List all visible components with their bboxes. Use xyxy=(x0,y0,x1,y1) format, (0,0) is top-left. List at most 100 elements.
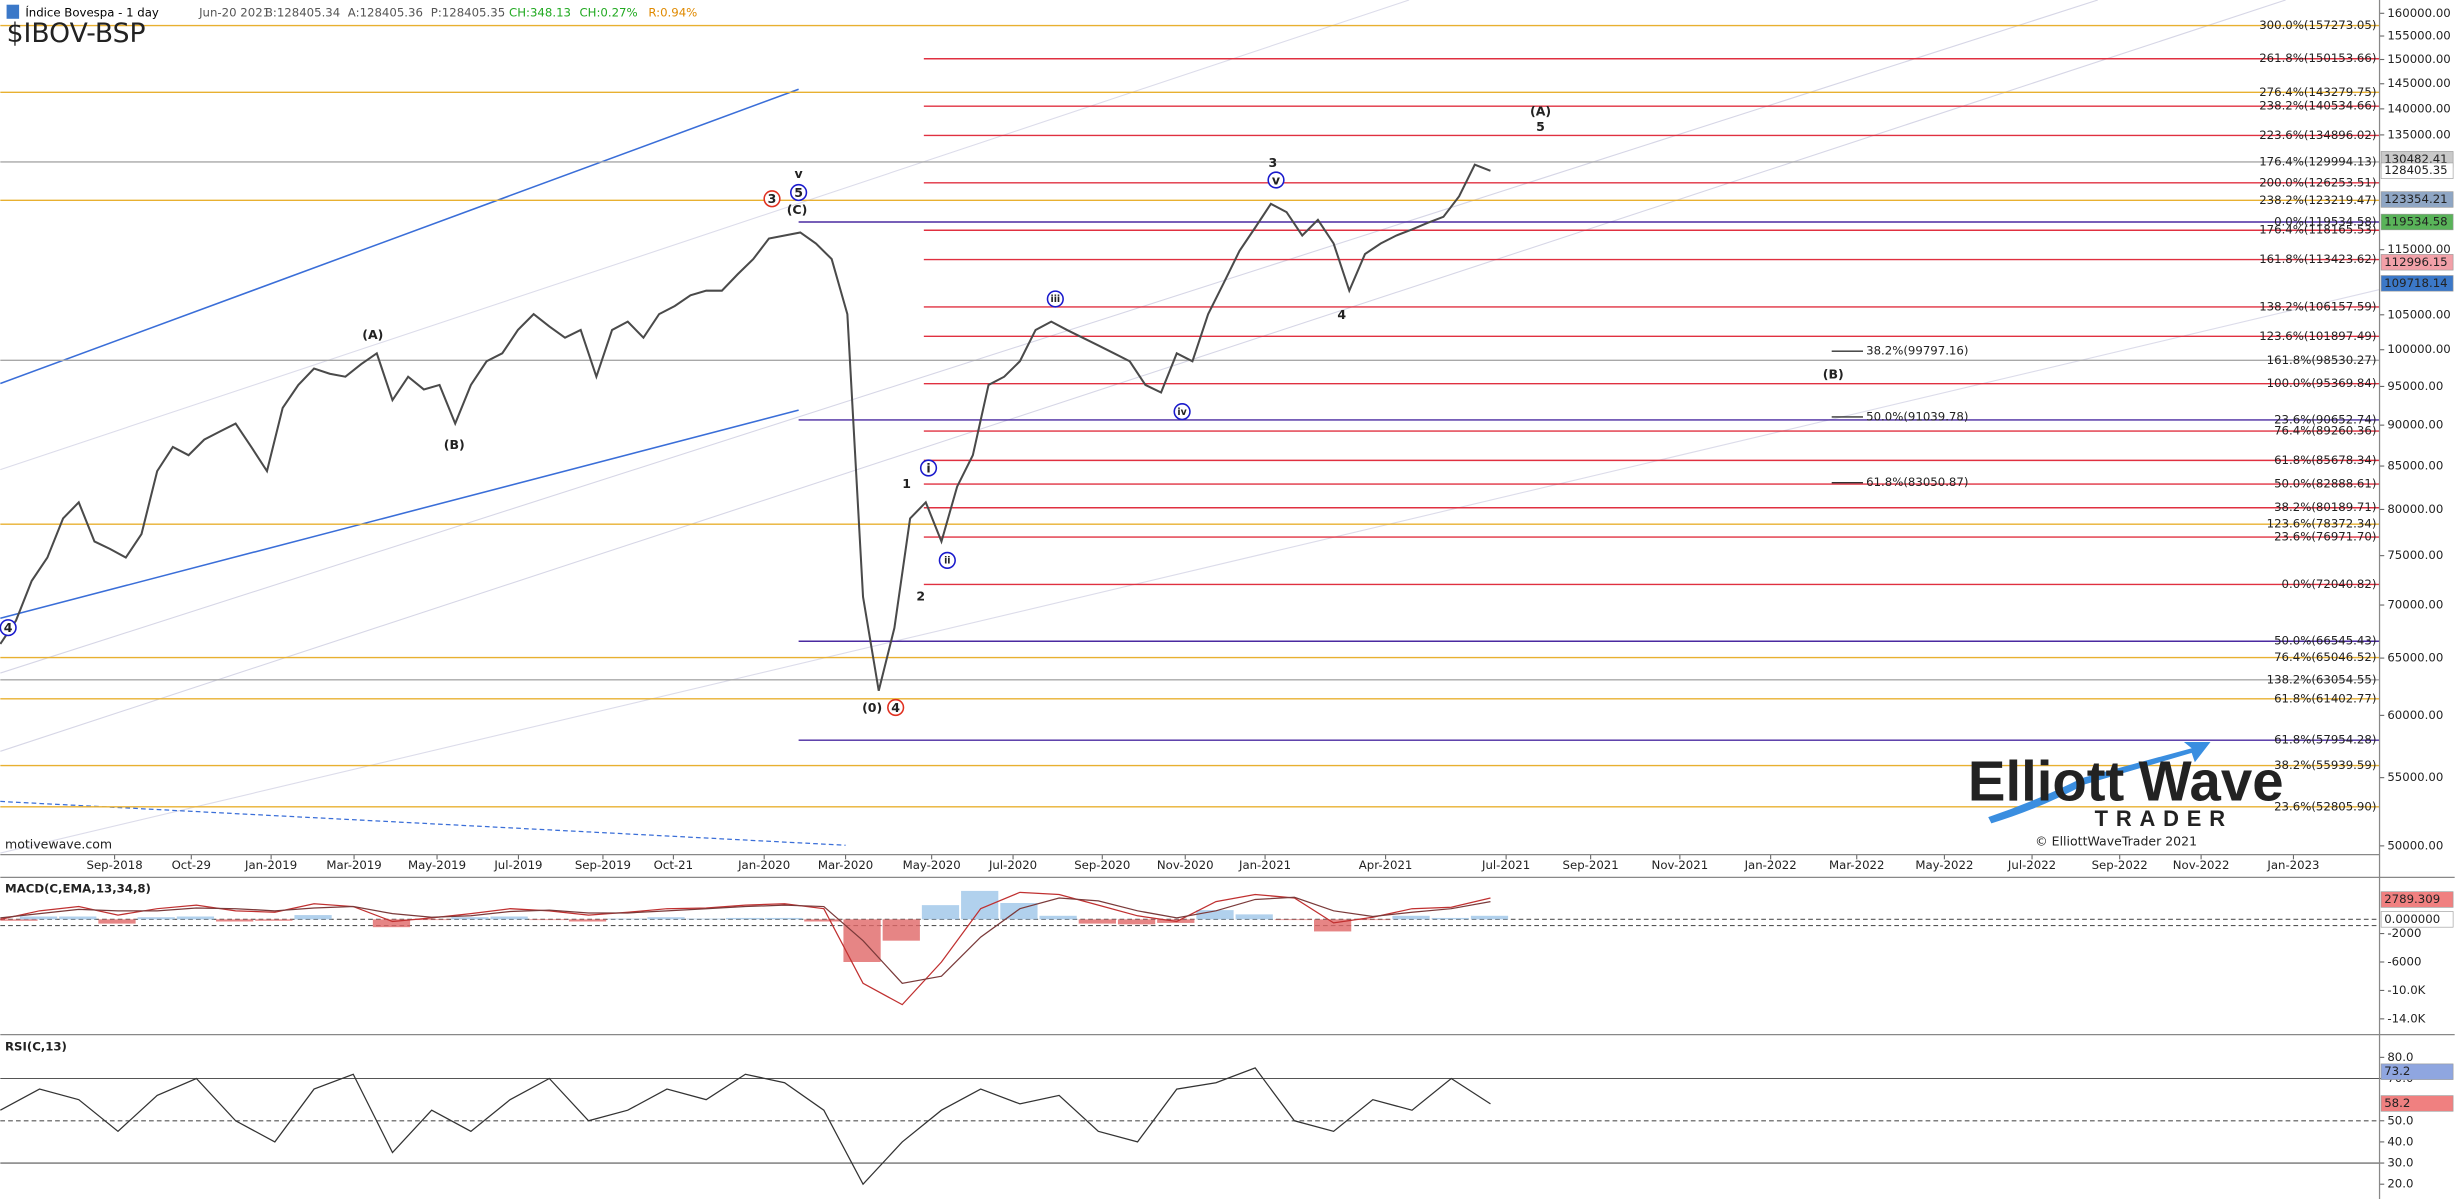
histogram-bar xyxy=(686,918,724,920)
fib-label: 123.6%(78372.34) xyxy=(2267,517,2377,531)
y-tick-label: 50.0 xyxy=(2387,1113,2413,1127)
histogram-bar xyxy=(451,917,489,920)
histogram-bar xyxy=(1117,919,1156,925)
wave-label: 4 xyxy=(891,700,900,715)
wave-label: (B) xyxy=(444,437,465,452)
x-tick-label: May-2020 xyxy=(903,858,961,872)
histogram-bar xyxy=(921,905,960,920)
value-badge-label: 128405.35 xyxy=(2384,163,2447,177)
header: Índice Bovespa - 1 day Jun-20 2021 B:128… xyxy=(25,4,697,19)
x-tick-label: Mar-2020 xyxy=(818,858,873,872)
fib-label: 0.0%(72040.82) xyxy=(2282,577,2377,591)
wave-circle xyxy=(1046,290,1064,308)
wave-label: iv xyxy=(1177,407,1186,418)
value-badge-label: 130482.41 xyxy=(2384,152,2447,166)
header-item: B:128405.34 xyxy=(265,5,340,19)
x-tick-label: Sep-2022 xyxy=(2092,858,2148,872)
copyright: © ElliottWaveTrader 2021 xyxy=(2035,834,2197,849)
fib-label: 123.6%(101897.49) xyxy=(2259,329,2376,343)
header-item: P:128405.35 xyxy=(431,5,505,19)
y-tick-label: 65000.00 xyxy=(2387,651,2443,665)
panel-title: MACD(C,EMA,13,34,8) xyxy=(5,882,151,896)
histogram-bar xyxy=(216,919,254,922)
histogram-bar xyxy=(490,916,528,920)
wave-label: (A) xyxy=(1530,103,1551,118)
value-badge-label: 112996.15 xyxy=(2384,255,2447,269)
x-tick-label: May-2019 xyxy=(408,858,466,872)
y-tick-label: 145000.00 xyxy=(2387,76,2450,90)
histogram-bar xyxy=(294,915,332,920)
symbol-title: $IBOV-BSP xyxy=(7,18,146,49)
value-badge xyxy=(2380,1095,2454,1112)
value-badge xyxy=(2380,911,2454,928)
fib-label: 161.8%(113423.62) xyxy=(2259,252,2376,266)
y-tick-label: 100000.00 xyxy=(2387,342,2450,356)
value-badge-label: 109718.14 xyxy=(2384,276,2447,290)
wave-label: 2 xyxy=(916,589,925,604)
y-tick-label: -6000 xyxy=(2387,954,2421,968)
y-tick-label: 70000.00 xyxy=(2387,598,2443,612)
x-tick-label: Sep-2018 xyxy=(87,858,143,872)
y-tick-label: 155000.00 xyxy=(2387,29,2450,43)
value-badge xyxy=(2380,191,2454,208)
histogram-bar xyxy=(608,918,646,920)
wave-circle xyxy=(1173,403,1191,421)
logo-word: Elliott xyxy=(1968,750,2125,813)
histogram-bar xyxy=(19,916,58,920)
header-item: CH:348.13 xyxy=(509,5,571,19)
value-badge-label: 119534.58 xyxy=(2384,215,2447,229)
x-tick-label: Jul-2021 xyxy=(1481,858,1530,872)
series-line xyxy=(0,896,1491,984)
fib-label: 23.6%(76971.70) xyxy=(2274,530,2376,544)
fib-label: 200.0%(126253.51) xyxy=(2259,175,2376,189)
y-tick-label: 135000.00 xyxy=(2387,127,2450,141)
value-badge-label: 2789.309 xyxy=(2384,892,2440,906)
panel-title: RSI(C,13) xyxy=(5,1040,67,1054)
y-tick-label: 40.0 xyxy=(2387,1134,2413,1148)
x-tick-label: Mar-2019 xyxy=(326,858,381,872)
value-badge-label: 73.2 xyxy=(2384,1064,2410,1078)
wave-label: 5 xyxy=(794,185,803,200)
fib-label: 50.0%(82888.61) xyxy=(2274,477,2376,491)
x-tick-label: Oct-21 xyxy=(654,858,693,872)
histogram-bar xyxy=(1314,919,1352,932)
trend-line xyxy=(0,800,846,846)
x-tick-label: Jan-2019 xyxy=(244,858,297,872)
logo-word: Wave xyxy=(2138,750,2283,813)
fib-label: 61.8%(83050.87) xyxy=(1866,475,1968,489)
symbol-icon xyxy=(6,4,20,19)
y-tick-label: 140000.00 xyxy=(2387,101,2450,115)
fib-label: 138.2%(63054.55) xyxy=(2267,672,2377,686)
y-tick-label: 85000.00 xyxy=(2387,459,2443,473)
histogram-bar xyxy=(882,919,920,941)
plot-layer: 160000.00155000.00150000.00145000.001400… xyxy=(0,6,2454,1191)
fib-label: 176.4%(118165.53) xyxy=(2259,223,2376,237)
histogram-bar xyxy=(98,919,136,924)
fib-label: 161.8%(98530.27) xyxy=(2267,353,2377,367)
value-badge xyxy=(2380,213,2454,231)
value-badge-label: 0.000000 xyxy=(2384,912,2440,926)
histogram-bar xyxy=(804,919,842,922)
header-item: CH:0.27% xyxy=(579,5,637,19)
y-tick-label: 105000.00 xyxy=(2387,307,2450,321)
value-badge-label: 123354.21 xyxy=(2384,192,2447,206)
y-tick-label: 80.0 xyxy=(2387,1050,2413,1064)
fib-label: 223.6%(134896.02) xyxy=(2259,128,2376,142)
x-tick-label: Mar-2022 xyxy=(1829,858,1884,872)
wave-label: 3 xyxy=(1269,155,1278,170)
x-tick-label: Jan-2022 xyxy=(1744,858,1797,872)
wave-circle xyxy=(0,619,17,637)
y-tick-label: 80000.00 xyxy=(2387,502,2443,516)
wave-circle xyxy=(790,183,808,202)
y-tick-label: 60000.00 xyxy=(2387,708,2443,722)
series-line xyxy=(0,1067,1491,1186)
wave-label: 4 xyxy=(4,620,13,635)
value-badge xyxy=(2380,275,2454,292)
histogram-bar xyxy=(1196,910,1234,920)
fib-label: 276.4%(143279.75) xyxy=(2259,85,2376,99)
x-tick-label: Jan-2020 xyxy=(737,858,790,872)
wave-label: (C) xyxy=(787,202,808,217)
fib-label: 23.6%(52805.90) xyxy=(2274,799,2376,813)
y-tick-label: 50000.00 xyxy=(2387,838,2443,852)
